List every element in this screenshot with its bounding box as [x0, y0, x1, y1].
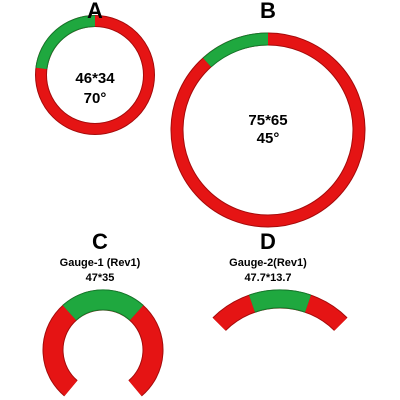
gauge-d: D Gauge-2(Rev1) 47.7*13.7 [212, 229, 348, 332]
gauge-letter: A [87, 0, 103, 23]
ring-green [203, 33, 269, 67]
gauge-letter: B [260, 0, 276, 23]
gauge-a: A 46*34 70° [35, 0, 155, 135]
gauge-b: B 75*65 45° [170, 0, 366, 228]
gauge-size: 75*65 [248, 112, 287, 129]
arc-green [249, 290, 311, 312]
ring-green [36, 16, 96, 70]
gauge-c: C Gauge-1 (Rev1) 47*35 [42, 229, 164, 397]
gauge-letter: C [92, 229, 108, 254]
gauge-name: Gauge-1 (Rev1) [60, 257, 141, 269]
gauge-letter: D [260, 229, 276, 254]
gauge-size: 46*34 [75, 70, 115, 87]
arc-red [43, 290, 163, 396]
gauge-size: 47*35 [86, 272, 115, 284]
gauge-size: 47.7*13.7 [244, 272, 291, 284]
gauge-angle: 45° [257, 130, 280, 147]
gauge-name: Gauge-2(Rev1) [229, 257, 307, 269]
gauge-angle: 70° [84, 90, 107, 107]
arc-green [63, 290, 143, 321]
